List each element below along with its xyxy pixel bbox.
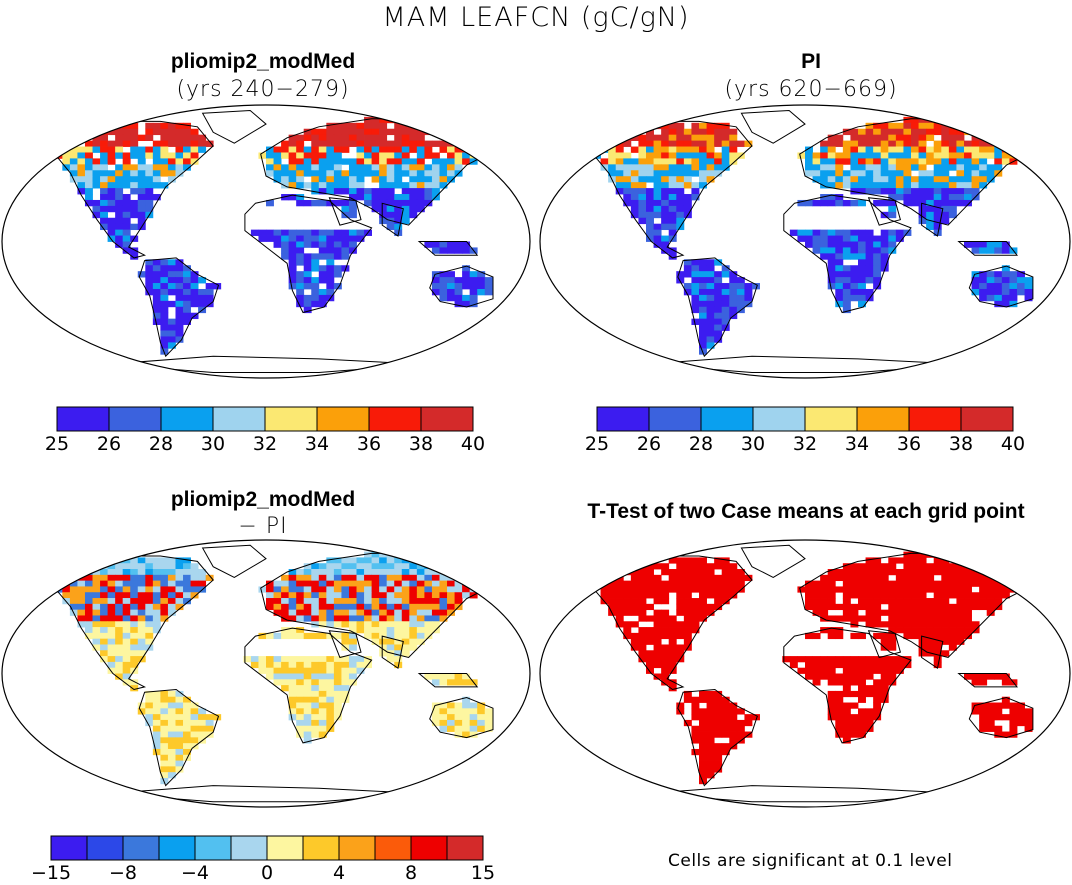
colorbar-swatch bbox=[158, 835, 196, 861]
colorbar-swatch bbox=[266, 835, 304, 861]
colorbar-tick-label: −8 bbox=[108, 862, 138, 884]
colorbar-tick-label: 25 bbox=[584, 433, 610, 455]
panel-subtitle-top-right: (yrs 620−669) bbox=[724, 77, 898, 102]
colorbar-tick-label: 15 bbox=[470, 862, 496, 884]
panel-subtitle-top-left: (yrs 240−279) bbox=[176, 77, 350, 102]
colorbar-tick-label: 34 bbox=[304, 433, 330, 455]
panel-title-bottom-right: T-Test of two Case means at each grid po… bbox=[587, 500, 1025, 523]
map-border bbox=[1, 104, 531, 379]
colorbar-swatch bbox=[368, 406, 422, 432]
colorbar-swatch bbox=[410, 835, 448, 861]
colorbar-tick-label: −4 bbox=[180, 862, 210, 884]
coastlines bbox=[37, 544, 500, 803]
colorbar-tick-label: 36 bbox=[356, 433, 382, 455]
colorbar-tick-label: −15 bbox=[30, 862, 72, 884]
colorbar-swatch bbox=[700, 406, 754, 432]
colorbar-swatch bbox=[374, 835, 412, 861]
colorbar-swatch bbox=[86, 835, 124, 861]
colorbar-tick-label: 38 bbox=[408, 433, 434, 455]
colorbar-swatch bbox=[446, 835, 484, 861]
colorbar-tick-label: 30 bbox=[740, 433, 766, 455]
colorbar-swatch bbox=[302, 835, 340, 861]
colorbar-tick-label: 4 bbox=[332, 862, 346, 884]
colorbar-tick-label: 8 bbox=[404, 862, 418, 884]
colorbar-swatch bbox=[230, 835, 268, 861]
colorbar-tick-label: 32 bbox=[252, 433, 278, 455]
panel-title-top-right: PI bbox=[801, 50, 821, 73]
colorbar-swatch bbox=[804, 406, 858, 432]
map-border bbox=[539, 104, 1071, 379]
colorbar-swatch bbox=[50, 835, 88, 861]
colorbar-swatch bbox=[264, 406, 318, 432]
map-border bbox=[1, 539, 531, 808]
colorbar-tick-label: 0 bbox=[260, 862, 274, 884]
colorbar-tick-label: 38 bbox=[948, 433, 974, 455]
colorbar-tick-label: 32 bbox=[792, 433, 818, 455]
colorbar-tick-label: 26 bbox=[636, 433, 662, 455]
colorbar-tick-label: 28 bbox=[148, 433, 174, 455]
colorbar-swatch bbox=[960, 406, 1014, 432]
map-border bbox=[539, 539, 1071, 808]
colorbar-swatch bbox=[122, 835, 160, 861]
panel-title-top-left: pliomip2_modMed bbox=[170, 50, 356, 73]
colorbar-swatch bbox=[160, 406, 214, 432]
colorbar-swatch bbox=[194, 835, 232, 861]
colorbar-swatch bbox=[338, 835, 376, 861]
colorbar-swatch bbox=[648, 406, 702, 432]
colorbar-tick-label: 30 bbox=[200, 433, 226, 455]
colorbar-tick-label: 26 bbox=[96, 433, 122, 455]
colorbar-tick-label: 34 bbox=[844, 433, 870, 455]
colorbar-tick-label: 36 bbox=[896, 433, 922, 455]
coastlines bbox=[576, 544, 1039, 803]
colorbar-swatch bbox=[420, 406, 474, 432]
colorbar-swatch bbox=[596, 406, 650, 432]
colorbar-swatch bbox=[856, 406, 910, 432]
colorbar-tick-label: 40 bbox=[460, 433, 486, 455]
colorbar-swatch bbox=[212, 406, 266, 432]
figure-title: MAM LEAFCN (gC/gN) bbox=[382, 2, 690, 33]
grid-cells bbox=[577, 116, 1041, 355]
colorbar-tick-label: 40 bbox=[1000, 433, 1026, 455]
colorbar-tick-label: 28 bbox=[688, 433, 714, 455]
panel-title-bottom-left: pliomip2_modMed bbox=[170, 488, 356, 511]
panel-subtitle-bottom-left: − PI bbox=[238, 514, 288, 539]
significance-note: Cells are significant at 0.1 level bbox=[668, 851, 953, 871]
colorbar-tick-label: 25 bbox=[44, 433, 70, 455]
coastlines bbox=[37, 109, 500, 373]
